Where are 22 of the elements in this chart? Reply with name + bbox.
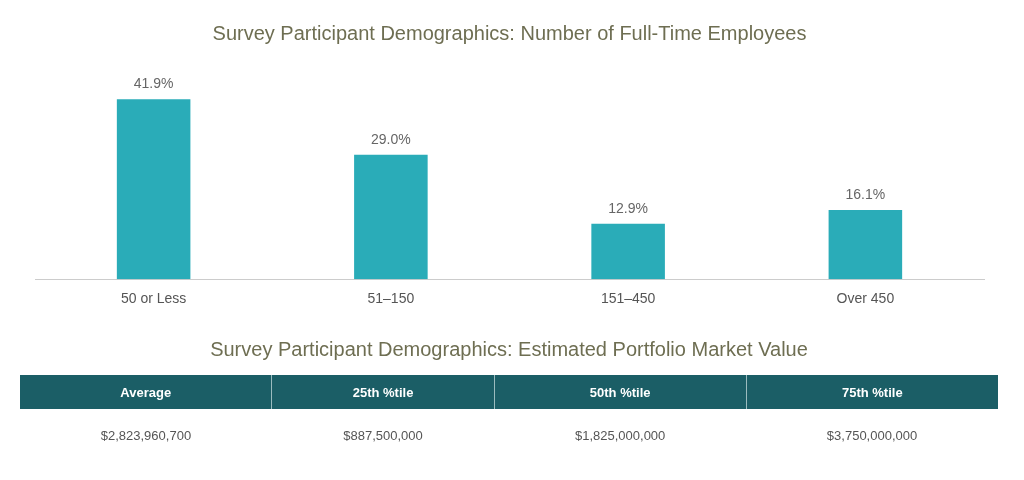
data-label: 29.0% [371,130,411,147]
text: 25th %tile [271,375,495,409]
text: $3,750,000,000 [825,426,919,445]
text: Average [20,375,272,409]
data-label: 41.9% [133,75,174,92]
data-label: 16.1% [845,185,886,202]
text: $1,825,000,000 [573,426,667,445]
bar [116,99,191,280]
text: 50th %tile [494,375,747,409]
data-label: 12.9% [608,199,648,216]
bar [591,223,665,280]
bar [828,210,903,280]
chart-title: Survey Participant Demographics: Number of Full-Time Employees [212,21,807,44]
text: $887,500,000 [342,426,424,445]
text: $2,823,960,700 [99,426,193,445]
x-tick-label: 51–150 [367,290,415,307]
text: Survey Participant Demographics: Estimated Portfolio Market Value [209,338,809,361]
text: 75th %tile [746,375,998,409]
bar [354,154,428,280]
x-tick-label: 151–450 [600,290,656,307]
x-tick-label: Over 450 [836,290,895,307]
x-tick-label: 50 or Less [120,290,187,307]
